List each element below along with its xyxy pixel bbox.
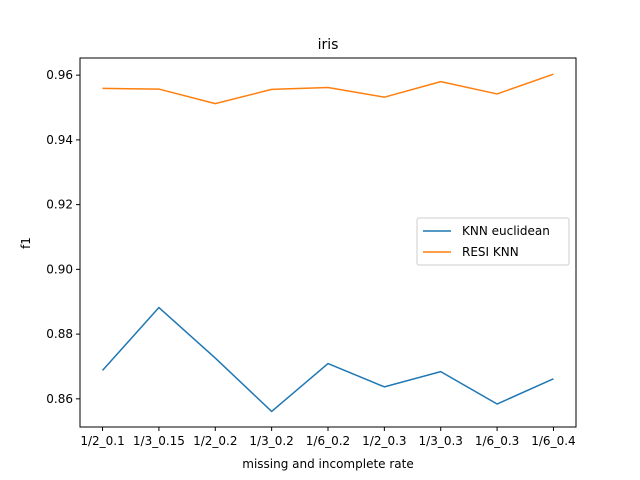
legend-box [416, 217, 570, 266]
y-axis-label: f1 [19, 237, 33, 249]
x-tick-label: 1/6_0.3 [475, 434, 519, 448]
y-tick-label: 0.92 [46, 198, 73, 212]
y-tick-label: 0.88 [46, 327, 73, 341]
knn-euclidean-line [101, 306, 554, 413]
y-tick-label: 0.96 [46, 68, 73, 82]
y-tick-label: 0.86 [46, 392, 73, 406]
chart-title: iris [318, 37, 339, 53]
plot-frame [79, 57, 577, 428]
legend-label: RESI KNN [462, 245, 519, 259]
x-tick-label: 1/3_0.3 [419, 434, 463, 448]
x-tick-label: 1/3_0.2 [249, 434, 293, 448]
x-tick-label: 1/2_0.3 [362, 434, 406, 448]
series-lines [101, 73, 554, 413]
x-tick-label: 1/2_0.2 [193, 434, 237, 448]
x-tick-label: 1/3_0.15 [133, 434, 185, 448]
x-tick-label: 1/6_0.4 [531, 434, 575, 448]
x-axis-label: missing and incomplete rate [242, 457, 413, 471]
resi-knn-line [102, 73, 554, 105]
x-tick-label: 1/2_0.1 [80, 434, 124, 448]
legend-label: KNN euclidean [462, 224, 550, 238]
y-tick-label: 0.94 [46, 133, 73, 147]
y-tick-label: 0.90 [46, 262, 73, 276]
x-tick-label: 1/6_0.2 [306, 434, 350, 448]
legend: KNN euclidean RESI KNN [416, 217, 570, 266]
axis-ticks: 1/2_0.1 1/3_0.15 1/2_0.2 1/3_0.2 1/6_0.2 1/2_… [46, 68, 575, 448]
